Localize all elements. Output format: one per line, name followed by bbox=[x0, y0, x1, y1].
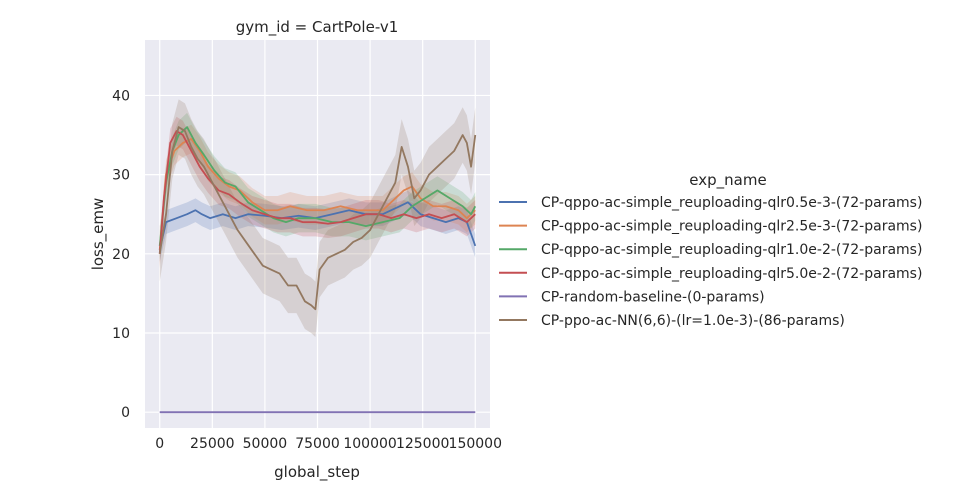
y-tick-label: 20 bbox=[112, 247, 130, 263]
x-tick-label: 150000 bbox=[449, 436, 502, 452]
series-band bbox=[159, 99, 476, 337]
y-tick-label: 10 bbox=[112, 326, 130, 342]
series-band bbox=[159, 112, 476, 261]
x-tick-label: 75000 bbox=[295, 436, 340, 452]
legend-label: CP-random-baseline-(0-params) bbox=[541, 289, 765, 305]
y-tick-label: 30 bbox=[112, 168, 130, 184]
series-line bbox=[158, 138, 476, 250]
legend-label: CP-qppo-ac-simple_reuploading-qlr1.0e-2-… bbox=[541, 242, 922, 258]
x-tick-labels: 0 25000 50000 75000 100000 125000 150000 bbox=[155, 436, 502, 452]
series-line bbox=[158, 126, 477, 311]
legend: exp_name CP-qppo-ac-simple_reuploading-q… bbox=[499, 171, 922, 329]
x-tick-label: 100000 bbox=[343, 436, 396, 452]
series-line bbox=[158, 130, 476, 254]
series-band bbox=[159, 116, 476, 269]
legend-label: CP-qppo-ac-simple_reuploading-qlr5.0e-2-… bbox=[541, 266, 922, 282]
x-tick-label: 125000 bbox=[396, 436, 449, 452]
y-tick-label: 0 bbox=[121, 405, 130, 421]
x-tick-label: 0 bbox=[155, 436, 164, 452]
legend-label: CP-qppo-ac-simple_reuploading-qlr0.5e-3-… bbox=[541, 195, 922, 211]
x-tick-label: 25000 bbox=[190, 436, 235, 452]
y-tick-label: 40 bbox=[112, 88, 130, 104]
series-lines bbox=[158, 126, 477, 414]
y-axis-title: loss_emw bbox=[89, 198, 108, 271]
x-tick-label: 50000 bbox=[243, 436, 288, 452]
series-line bbox=[158, 126, 477, 246]
legend-label: CP-qppo-ac-simple_reuploading-qlr2.5e-3-… bbox=[541, 219, 922, 235]
y-tick-labels: 0 10 20 30 40 bbox=[112, 88, 130, 421]
legend-label: CP-ppo-ac-NN(6,6)-(lr=1.0e-3)-(86-params… bbox=[541, 313, 845, 329]
x-axis-title: global_step bbox=[274, 463, 360, 482]
series-line bbox=[158, 201, 477, 251]
chart-title: gym_id = CartPole-v1 bbox=[236, 18, 399, 37]
legend-title: exp_name bbox=[689, 171, 766, 190]
